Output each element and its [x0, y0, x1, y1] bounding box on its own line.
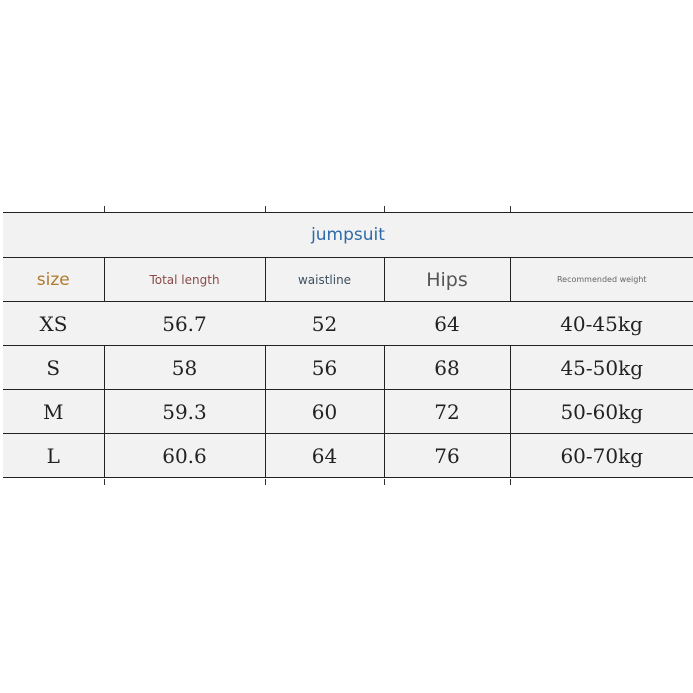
cell-weight: 50-60kg — [509, 389, 693, 434]
cell-size: XS — [3, 301, 104, 346]
header-total-length: Total length — [103, 257, 266, 302]
grid-stub — [104, 479, 105, 485]
header-waistline: waistline — [264, 257, 385, 302]
cell-hips: 64 — [384, 301, 510, 346]
cell-hips: 76 — [383, 433, 511, 478]
cell-weight: 60-70kg — [509, 433, 693, 478]
grid-stub — [384, 206, 385, 212]
cell-waistline: 56 — [264, 345, 385, 390]
cell-total-length: 58 — [103, 345, 266, 390]
grid-stub — [265, 206, 266, 212]
header-recommended-weight: Recommended weight — [509, 257, 693, 302]
cell-total-length: 59.3 — [103, 389, 266, 434]
size-chart-table: jumpsuit size Total length waistline Hip… — [3, 212, 693, 478]
cell-waistline: 60 — [264, 389, 385, 434]
header-hips: Hips — [383, 257, 511, 302]
cell-size: M — [3, 389, 105, 434]
cell-waistline: 64 — [264, 433, 385, 478]
cell-waistline: 52 — [265, 301, 384, 346]
header-size: size — [3, 257, 105, 302]
cell-size: S — [3, 345, 105, 390]
cell-weight: 40-45kg — [510, 301, 693, 346]
table-row: S 58 56 68 45-50kg — [3, 345, 693, 390]
grid-stub — [265, 479, 266, 485]
grid-stub — [510, 206, 511, 212]
grid-stub — [510, 479, 511, 485]
grid-stub — [384, 479, 385, 485]
cell-hips: 68 — [383, 345, 511, 390]
cell-total-length: 60.6 — [103, 433, 266, 478]
header-row: size Total length waistline Hips Recomme… — [3, 257, 693, 302]
cell-hips: 72 — [383, 389, 511, 434]
table-row: XS 56.7 52 64 40-45kg — [3, 301, 693, 346]
table-row: M 59.3 60 72 50-60kg — [3, 389, 693, 434]
cell-weight: 45-50kg — [509, 345, 693, 390]
grid-stub — [104, 206, 105, 212]
cell-size: L — [3, 433, 105, 478]
title-row: jumpsuit — [3, 212, 693, 258]
table-row: L 60.6 64 76 60-70kg — [3, 433, 693, 478]
table-title: jumpsuit — [3, 212, 693, 258]
cell-total-length: 56.7 — [104, 301, 265, 346]
